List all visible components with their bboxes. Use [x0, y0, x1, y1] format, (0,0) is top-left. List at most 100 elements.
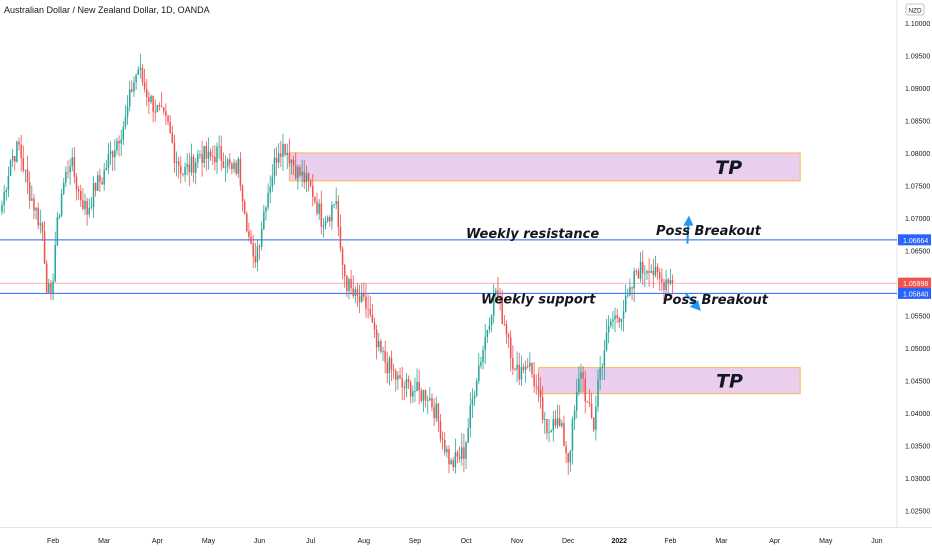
candle-body — [380, 341, 382, 352]
candle-body — [301, 171, 303, 176]
candle-body — [11, 156, 14, 161]
candle-body — [120, 139, 122, 144]
candle-body — [67, 172, 69, 173]
y-axis-ticks: 1.10000 1.09500 1.09000 1.08500 1.08000 1.075… — [905, 21, 930, 516]
candle-body — [197, 154, 199, 163]
candle-body — [648, 271, 650, 273]
candle-body — [326, 217, 329, 222]
candle-body — [614, 315, 616, 320]
candle-body — [303, 171, 306, 183]
candle-body — [54, 245, 56, 282]
candle-body — [482, 350, 484, 362]
candle-body — [550, 430, 552, 433]
candle-body — [337, 200, 340, 227]
candle-body — [533, 374, 535, 387]
candle-body — [437, 403, 440, 421]
candle-body — [429, 397, 431, 400]
candle-body — [422, 389, 425, 401]
candle-body — [484, 337, 486, 351]
currency-badge-label: NZD — [908, 7, 922, 14]
candle-body — [114, 150, 116, 158]
candle-body — [265, 207, 267, 212]
candle-body — [414, 391, 416, 392]
candle-body — [358, 295, 361, 302]
candle-body — [86, 200, 88, 215]
candle-body — [627, 295, 629, 296]
candle-body — [45, 263, 48, 293]
candle-body — [7, 176, 10, 191]
candle-body — [99, 175, 101, 182]
candle-body — [377, 341, 380, 348]
candle-body — [152, 95, 154, 112]
candle-body — [143, 82, 146, 90]
candle-body — [79, 190, 82, 201]
candle-body — [456, 452, 459, 457]
candle-body — [371, 314, 374, 323]
candle-body — [73, 157, 76, 177]
candle-body — [495, 290, 497, 294]
candle-body — [305, 173, 308, 183]
candle-body — [384, 350, 386, 363]
candle-body — [133, 82, 135, 92]
candle-body — [48, 283, 50, 293]
candle-body — [226, 159, 229, 167]
candle-body — [192, 156, 195, 173]
candle-body — [214, 156, 216, 163]
candle-body — [488, 325, 491, 330]
candle-body — [263, 211, 265, 230]
price-badge-text: 1.06664 — [903, 238, 928, 245]
candle-body — [590, 403, 593, 418]
candle-body — [9, 160, 12, 177]
arrow-shaft — [685, 293, 696, 305]
candle-body — [322, 225, 325, 227]
candle-body — [280, 153, 282, 157]
candle-body — [350, 279, 352, 289]
candle-body — [275, 157, 278, 163]
candle-body — [218, 146, 220, 148]
candle-body — [426, 399, 429, 401]
candle-body — [592, 417, 595, 430]
candle-body — [148, 97, 150, 102]
candle-body — [92, 183, 95, 208]
candle-body — [28, 182, 31, 201]
candle-body — [199, 154, 201, 155]
candle-body — [290, 159, 293, 164]
candle-body — [650, 270, 652, 273]
candle-body — [184, 166, 186, 175]
candle-body — [258, 246, 261, 248]
candle-body — [409, 382, 412, 397]
candle-body — [37, 207, 39, 226]
candle-body — [416, 381, 418, 392]
candle-body — [116, 140, 118, 151]
x-tick-label: Oct — [461, 538, 472, 545]
candle-body — [405, 379, 408, 389]
candle-body — [341, 248, 344, 266]
candle-body — [348, 279, 350, 291]
candle-body — [639, 261, 642, 279]
candle-body — [565, 445, 567, 454]
arrow-head — [689, 299, 701, 311]
candle-body — [667, 279, 670, 284]
candle-body — [461, 447, 463, 459]
candle-body — [629, 287, 631, 296]
candle-body — [58, 215, 61, 218]
candle-body — [90, 207, 93, 209]
candle-body — [480, 361, 482, 366]
y-tick-label: 1.03000 — [905, 476, 930, 483]
candle-body — [544, 419, 546, 420]
candle-body — [182, 173, 184, 175]
candle-body — [563, 422, 565, 446]
candle-body — [478, 365, 480, 382]
candle-body — [671, 280, 674, 284]
candle-body — [382, 350, 384, 352]
candle-body — [454, 452, 457, 468]
candle-body — [471, 398, 474, 405]
candle-body — [582, 372, 584, 379]
candle-body — [31, 198, 33, 201]
candle-body — [273, 157, 276, 177]
x-tick-label: 2022 — [611, 538, 627, 545]
candle-body — [260, 229, 263, 247]
candle-body — [607, 325, 610, 333]
x-tick-label: Apr — [769, 538, 781, 545]
